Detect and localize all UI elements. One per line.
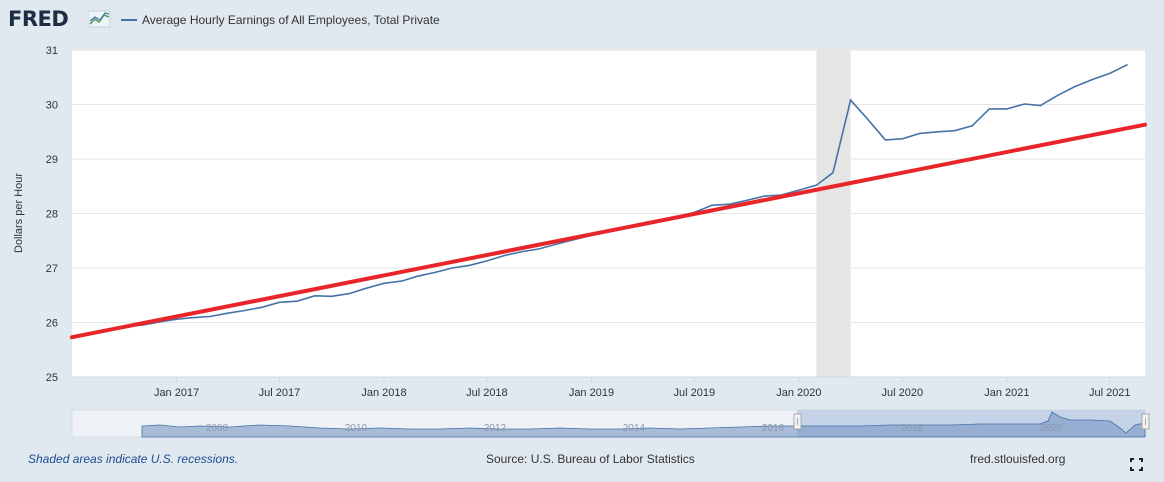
data-point — [244, 310, 246, 312]
y-tick-label: 25 — [46, 372, 58, 384]
navigator-label: 2020 — [1040, 423, 1063, 434]
x-tick-label: Jul 2021 — [1089, 387, 1131, 399]
data-point — [763, 195, 765, 197]
data-point — [1092, 78, 1094, 80]
data-point — [521, 251, 523, 253]
x-tick-label: Jul 2020 — [882, 387, 924, 399]
data-point — [348, 293, 350, 295]
data-point — [1109, 72, 1111, 74]
y-tick-label: 27 — [46, 263, 58, 275]
data-point — [1057, 94, 1059, 96]
navigator-label: 2016 — [762, 423, 785, 434]
data-point — [746, 199, 748, 201]
x-tick-label: Jul 2018 — [466, 387, 508, 399]
data-point — [937, 131, 939, 133]
header: FRED Average Hourly Earnings of All Empl… — [0, 0, 1164, 40]
legend-label: Average Hourly Earnings of All Employees… — [142, 13, 440, 27]
fullscreen-icon[interactable] — [1130, 458, 1143, 471]
data-point — [417, 275, 419, 277]
x-tick-label: Jan 2018 — [361, 387, 406, 399]
navigator-label: 2012 — [484, 423, 507, 434]
y-axis: 25 26 27 28 29 30 31 — [46, 45, 58, 384]
data-point — [434, 271, 436, 273]
data-point — [901, 138, 903, 140]
data-point — [296, 300, 298, 302]
x-tick-label: Jan 2017 — [154, 387, 199, 399]
data-point — [261, 306, 263, 308]
data-point — [193, 317, 195, 319]
data-point — [383, 282, 385, 284]
line-chart-icon — [88, 10, 111, 28]
data-point — [365, 287, 367, 289]
data-point — [176, 318, 178, 320]
data-point — [1126, 64, 1128, 66]
data-point — [556, 243, 558, 245]
x-tick-label: Jan 2021 — [984, 387, 1029, 399]
navigator-label: 2008 — [206, 423, 229, 434]
data-point — [919, 132, 921, 134]
data-point — [971, 125, 973, 127]
data-point — [1074, 86, 1076, 88]
data-point — [314, 295, 316, 297]
recession-note: Shaded areas indicate U.S. recessions. — [28, 452, 239, 466]
data-point — [850, 99, 852, 101]
x-tick-label: Jul 2019 — [674, 387, 716, 399]
data-point — [884, 139, 886, 141]
data-point — [469, 264, 471, 266]
legend-swatch — [121, 18, 137, 21]
navigator-label: 2018 — [901, 423, 924, 434]
navigator-label: 2010 — [345, 423, 368, 434]
data-point — [867, 118, 869, 120]
data-point — [503, 254, 505, 256]
data-point — [832, 172, 834, 174]
x-tick-label: Jul 2017 — [259, 387, 301, 399]
data-point — [451, 267, 453, 269]
data-point — [486, 260, 488, 262]
data-point — [401, 280, 403, 282]
y-axis-title: Dollars per Hour — [13, 173, 25, 253]
navigator-series — [141, 411, 1146, 438]
data-point — [729, 203, 731, 205]
navigator-labels: 2008 2010 2012 2014 2016 2018 2020 — [206, 423, 1063, 434]
data-point — [331, 295, 333, 297]
data-point — [538, 248, 540, 250]
x-tick-label: Jan 2019 — [569, 387, 614, 399]
data-point — [227, 312, 229, 314]
data-point — [988, 108, 990, 110]
y-tick-label: 28 — [46, 209, 58, 221]
data-point — [1024, 103, 1026, 105]
site-link[interactable]: fred.stlouisfed.org — [970, 452, 1066, 466]
data-point — [816, 184, 818, 186]
data-point — [798, 189, 800, 191]
data-point — [954, 130, 956, 132]
y-tick-label: 29 — [46, 154, 58, 166]
source-label[interactable]: Source: U.S. Bureau of Labor Statistics — [486, 452, 695, 466]
y-tick-label: 26 — [46, 318, 58, 330]
annotation-trend-line — [70, 122, 1147, 340]
navigator-label: 2014 — [623, 423, 646, 434]
data-point — [1006, 108, 1008, 110]
data-point — [711, 204, 713, 206]
y-tick-label: 31 — [46, 45, 58, 57]
y-tick-label: 30 — [46, 100, 58, 112]
x-axis: Jan 2017 Jul 2017 Jan 2018 Jul 2018 Jan 2019… — [72, 376, 1145, 399]
navigator[interactable]: 2008 2010 2012 2014 2016 2018 2020 — [71, 409, 1150, 438]
x-tick-label: Jan 2020 — [776, 387, 821, 399]
fred-logo[interactable]: FRED — [8, 7, 69, 31]
data-point — [1039, 105, 1041, 107]
data-point — [278, 301, 280, 303]
data-point — [209, 316, 211, 318]
legend-item[interactable]: Average Hourly Earnings of All Employees… — [121, 13, 440, 27]
